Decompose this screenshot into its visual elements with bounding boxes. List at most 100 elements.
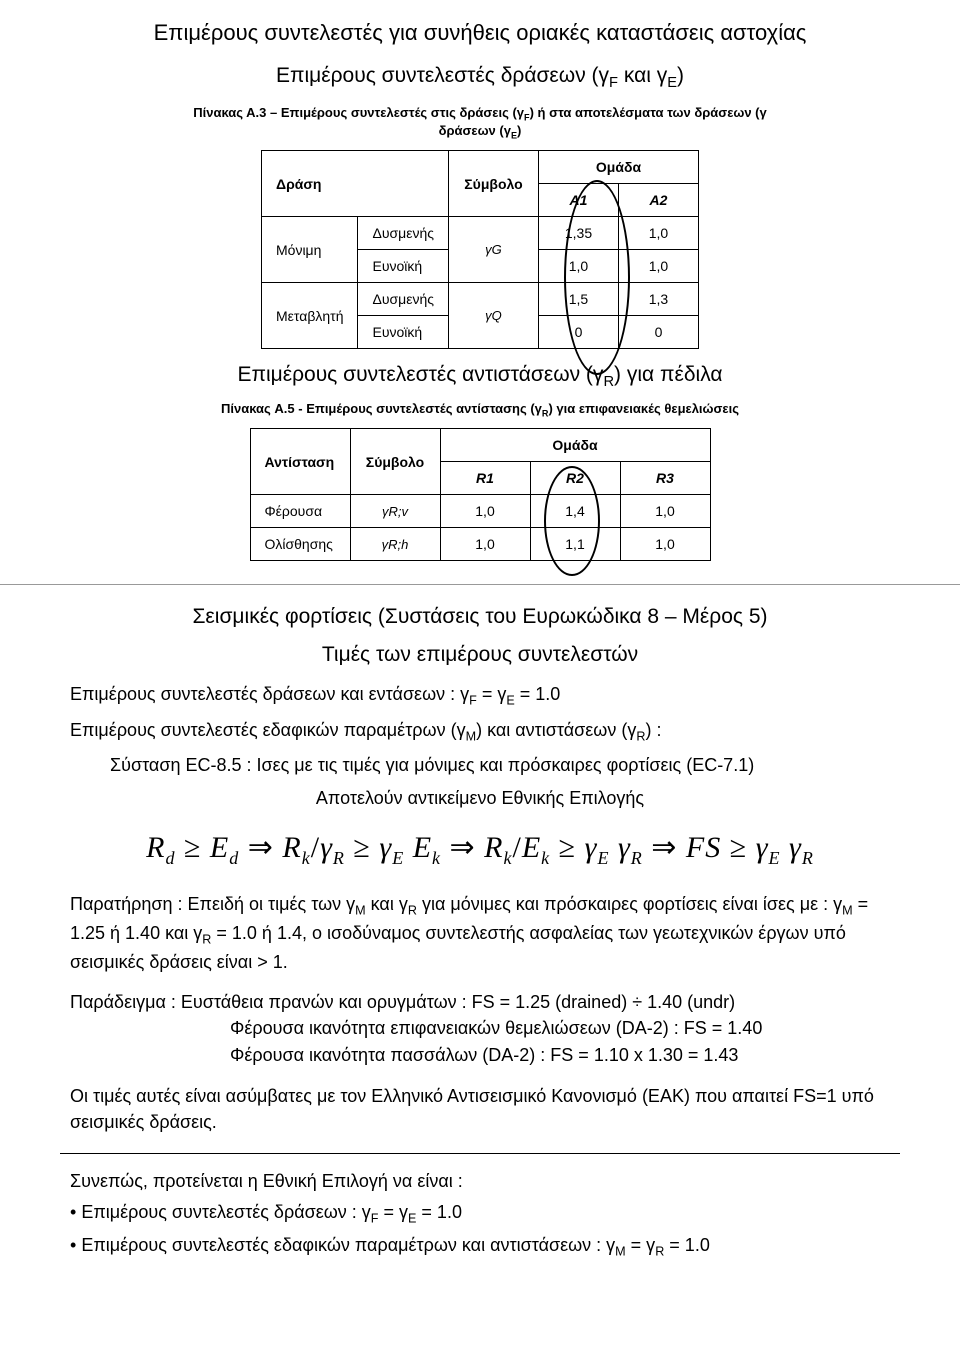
rec2-s1: M [615, 1244, 626, 1258]
f-sl2: / [512, 831, 521, 864]
f-p13: γ [789, 831, 802, 864]
a5-cap-post: ) για επιφανειακές θεμελιώσεις [548, 401, 738, 416]
rec2-post: = 1.0 [664, 1235, 710, 1255]
rec2-s2: R [655, 1244, 664, 1258]
f-s1: d [165, 848, 175, 868]
f-s8: k [541, 848, 550, 868]
rec-title: Συνεπώς, προτείνεται η Εθνική Επιλογή να… [70, 1166, 890, 1197]
th-symbol: Σύμβολο [448, 151, 538, 217]
th-r2: R2 [530, 462, 620, 495]
f-ge2: ≥ [345, 831, 379, 864]
table-a3-caption: Πίνακας Α.3 – Επιμέρους συντελεστές στις… [40, 105, 920, 140]
seismic-line4: Αποτελούν αντικείμενο Εθνικής Επιλογής [70, 785, 890, 812]
ex2: Φέρουσα ικανότητα επιφανειακών θεμελιώσε… [230, 1015, 890, 1042]
th-a1: A1 [538, 184, 618, 217]
td-a3-r1-a1: 1,0 [538, 250, 618, 283]
f-ge: ≥ [175, 831, 209, 864]
f-s3: k [302, 848, 311, 868]
obs-m2: για μόνιμες και πρόσκαιρες φορτίσεις είν… [417, 894, 842, 914]
obs-s1: M [355, 904, 366, 918]
table-a5-caption: Πίνακας A.5 - Επιμέρους συντελεστές αντί… [40, 401, 920, 419]
a3-cap-post: ) [517, 123, 521, 138]
f-p3: R [282, 831, 301, 864]
f-s5: E [392, 848, 404, 868]
td-a3-r3-a1: 0 [538, 316, 618, 349]
rec-item-2: Επιμέρους συντελεστές εδαφικών παραμέτρω… [70, 1230, 890, 1263]
th-a2: A2 [618, 184, 698, 217]
ex3: Φέρουσα ικανότητα πασσάλων (DA-2) : FS =… [230, 1042, 890, 1069]
seismic-line2: Επιμέρους συντελεστές εδαφικών παραμέτρω… [70, 717, 890, 746]
l1-pre: Επιμέρους συντελεστές δράσεων και εντάσε… [70, 684, 469, 704]
seismic-line3: Σύσταση EC-8.5 : Ισες με τις τιμές για μ… [110, 752, 890, 779]
f-p12: γ [756, 831, 769, 864]
l2-post: ) : [645, 720, 661, 740]
rec1-m: = γ [379, 1202, 409, 1222]
a3-cap-mid: ) ή στα αποτελέσματα των δράσεων (γ [530, 105, 767, 120]
f-p6: E [413, 831, 432, 864]
example-block: Παράδειγμα : Ευστάθεια πρανών και ορυγμά… [70, 989, 890, 1069]
f-sp2 [609, 831, 618, 864]
td-gamma-rh: γR;h [350, 528, 440, 561]
actions-subtitle-mid: και γ [618, 64, 667, 87]
a3-cap-pre: Πίνακας Α.3 – Επιμέρους συντελεστές στις… [193, 105, 524, 120]
td-a3-r1-a2: 1,0 [618, 250, 698, 283]
f-p5: γ [379, 831, 392, 864]
td-a5-r0-r2: 1,4 [530, 495, 620, 528]
td-a3-r2-a1: 1,5 [538, 283, 618, 316]
td-gamma-rv: γR;v [350, 495, 440, 528]
l1-s1: F [469, 694, 477, 708]
l2-pre: Επιμέρους συντελεστές εδαφικών παραμέτρω… [70, 720, 466, 740]
ex-label: Παράδειγμα : [70, 992, 181, 1012]
f-p2: E [210, 831, 229, 864]
actions-subtitle-sub1: F [609, 75, 618, 91]
rec-item-1: Επιμέρους συντελεστές δράσεων : γF = γE … [70, 1197, 890, 1230]
obs-s3: M [842, 904, 853, 918]
f-imp: ⇒ [239, 831, 282, 864]
td-a5-r1-r1: 1,0 [440, 528, 530, 561]
l1-mid: = γ [477, 684, 507, 704]
f-s12: E [769, 848, 781, 868]
seismic-title: Σεισμικές φορτίσεις (Συστάσεις του Ευρωκ… [40, 605, 920, 629]
th-group-r: Ομάδα [440, 429, 710, 462]
td-a5-r1-r2: 1,1 [530, 528, 620, 561]
td-a3-r0-a1: 1,35 [538, 217, 618, 250]
rec1-post: = 1.0 [416, 1202, 462, 1222]
f-p7: R [484, 831, 503, 864]
seismic-line1: Επιμέρους συντελεστές δράσεων και εντάσε… [70, 681, 890, 710]
l2-s1: M [466, 729, 477, 743]
td-bearing: Φέρουσα [250, 495, 350, 528]
f-ge3: ≥ [550, 831, 584, 864]
td-a3-r0-a2: 1,0 [618, 217, 698, 250]
th-r1: R1 [440, 462, 530, 495]
res-sub-pre: Επιμέρους συντελεστές αντιστάσεων (γ [237, 363, 603, 386]
f-imp2: ⇒ [441, 831, 484, 864]
f-p4: γ [320, 831, 333, 864]
th-group: Ομάδα [538, 151, 698, 184]
rec2-m: = γ [626, 1235, 656, 1255]
td-sliding: Ολίσθησης [250, 528, 350, 561]
td-a3-r2-a2: 1,3 [618, 283, 698, 316]
td-var-fav: Ευνοϊκή [358, 316, 449, 349]
actions-subtitle-sub2: E [667, 75, 677, 91]
th-r3: R3 [620, 462, 710, 495]
actions-subtitle-post: ) [677, 64, 684, 87]
th-sym-r: Σύμβολο [350, 429, 440, 495]
divider [60, 1153, 900, 1154]
inequality-formula: Rd ≥ Ed ⇒ Rk/γR ≥ γE Ek ⇒ Rk/Ek ≥ γE γR … [40, 830, 920, 869]
conclusion-paragraph: Οι τιμές αυτές είναι ασύμβατες με τον Ελ… [70, 1083, 890, 1135]
td-perm-fav: Ευνοϊκή [358, 250, 449, 283]
f-sp [404, 831, 413, 864]
f-s10: R [631, 848, 643, 868]
td-a5-r0-r3: 1,0 [620, 495, 710, 528]
f-s2: d [229, 848, 239, 868]
td-a5-r0-r1: 1,0 [440, 495, 530, 528]
section-seismic: Σεισμικές φορτίσεις (Συστάσεις του Ευρωκ… [0, 585, 960, 1293]
obs-s2: R [408, 904, 417, 918]
f-p10: γ [618, 831, 631, 864]
f-p8: E [522, 831, 541, 864]
td-gamma-g: γG [448, 217, 538, 283]
ex1: Ευστάθεια πρανών και ορυγμάτων : FS = 1.… [181, 992, 735, 1012]
table-a5: Αντίσταση Σύμβολο Ομάδα R1 R2 R3 Φέρουσα… [250, 428, 711, 561]
td-a3-r3-a2: 0 [618, 316, 698, 349]
res-sub-sub: R [603, 375, 614, 391]
